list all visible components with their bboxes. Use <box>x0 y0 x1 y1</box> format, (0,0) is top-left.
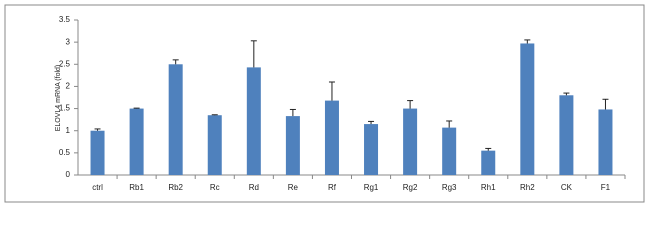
y-tick-label: 2 <box>66 82 71 91</box>
error-bar <box>94 128 101 131</box>
x-tick-label: Rc <box>210 183 220 192</box>
bar <box>90 130 105 175</box>
bar <box>520 43 535 175</box>
chart-frame <box>4 4 645 203</box>
y-tick-label: 0.5 <box>59 148 71 157</box>
x-tick-label: Rb1 <box>129 183 144 192</box>
x-tick-label: Rg3 <box>442 183 457 192</box>
bar <box>207 115 222 175</box>
y-tick-label: 3.5 <box>59 15 71 24</box>
y-tick-label: 0 <box>66 170 71 179</box>
x-tick-label: Rg1 <box>364 183 379 192</box>
x-tick-label: Rh2 <box>520 183 535 192</box>
y-tick-label: 1.5 <box>59 104 71 113</box>
x-tick-label: ctrl <box>92 183 103 192</box>
error-bar <box>407 100 414 109</box>
error-bar <box>289 108 296 117</box>
bar <box>559 95 574 175</box>
bar <box>442 127 457 175</box>
error-bar <box>172 59 179 65</box>
y-tick-label: 3 <box>66 37 71 46</box>
error-bar <box>602 98 609 110</box>
y-axis-label: ELOVL4 mRNA (fold) <box>55 65 62 132</box>
error-bar <box>446 120 453 128</box>
bar <box>364 124 379 175</box>
x-tick-label: Rd <box>249 183 259 192</box>
bar <box>246 67 261 175</box>
bar <box>324 100 339 175</box>
bar <box>285 116 300 175</box>
error-bar <box>485 147 492 151</box>
error-bar <box>250 40 257 68</box>
y-tick-label: 2.5 <box>59 59 71 68</box>
error-bar <box>328 81 335 101</box>
x-tick-label: Rg2 <box>403 183 418 192</box>
x-tick-label: Re <box>288 183 299 192</box>
x-tick-label: Rf <box>328 183 337 192</box>
bar <box>403 108 418 175</box>
error-bar <box>524 39 531 44</box>
x-tick-label: Rh1 <box>481 183 496 192</box>
bar <box>168 64 183 175</box>
x-tick-label: F1 <box>601 183 611 192</box>
error-bar <box>368 120 375 125</box>
x-tick-label: CK <box>561 183 573 192</box>
chart: ELOVL4 mRNA (fold) 0 0.5 1 1.5 2 2.5 3 3.5 ctrl R… <box>4 4 645 203</box>
error-bar <box>563 92 570 96</box>
y-tick-label: 1 <box>66 126 71 135</box>
bar <box>481 150 496 175</box>
bar <box>598 109 613 175</box>
bar <box>129 108 144 175</box>
x-tick-label: Rb2 <box>168 183 183 192</box>
